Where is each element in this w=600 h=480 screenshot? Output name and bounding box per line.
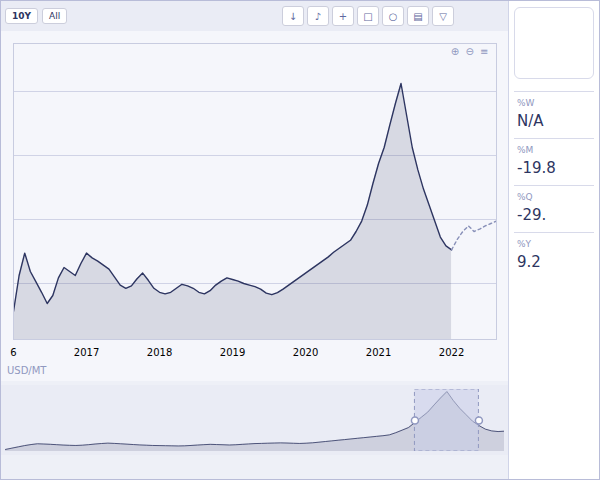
svg-text:⊕ ⊖ ≡: ⊕ ⊖ ≡ (451, 46, 489, 57)
svg-text:2018: 2018 (147, 347, 172, 358)
html-text:-29.: -29. (517, 206, 547, 224)
html-text:%Q: %Q (517, 192, 533, 202)
svg-text:2017: 2017 (74, 347, 99, 358)
html-text:%Y: %Y (517, 239, 532, 249)
svg-text:2020: 2020 (293, 347, 318, 358)
html-text:9.2: 9.2 (517, 253, 541, 271)
svg-text:2021: 2021 (366, 347, 391, 358)
html-text:N/A: N/A (517, 112, 544, 130)
svg-text:2022: 2022 (439, 347, 464, 358)
html-text:10Y: 10Y (12, 11, 31, 21)
html-text:%M: %M (517, 145, 534, 155)
svg-text:6: 6 (10, 347, 16, 358)
html-text:-19.8: -19.8 (517, 159, 556, 177)
html-text:All: All (49, 11, 61, 21)
svg-text:2019: 2019 (220, 347, 245, 358)
html-text:USD/MT: USD/MT (7, 365, 47, 376)
html-text:%W: %W (517, 98, 535, 108)
